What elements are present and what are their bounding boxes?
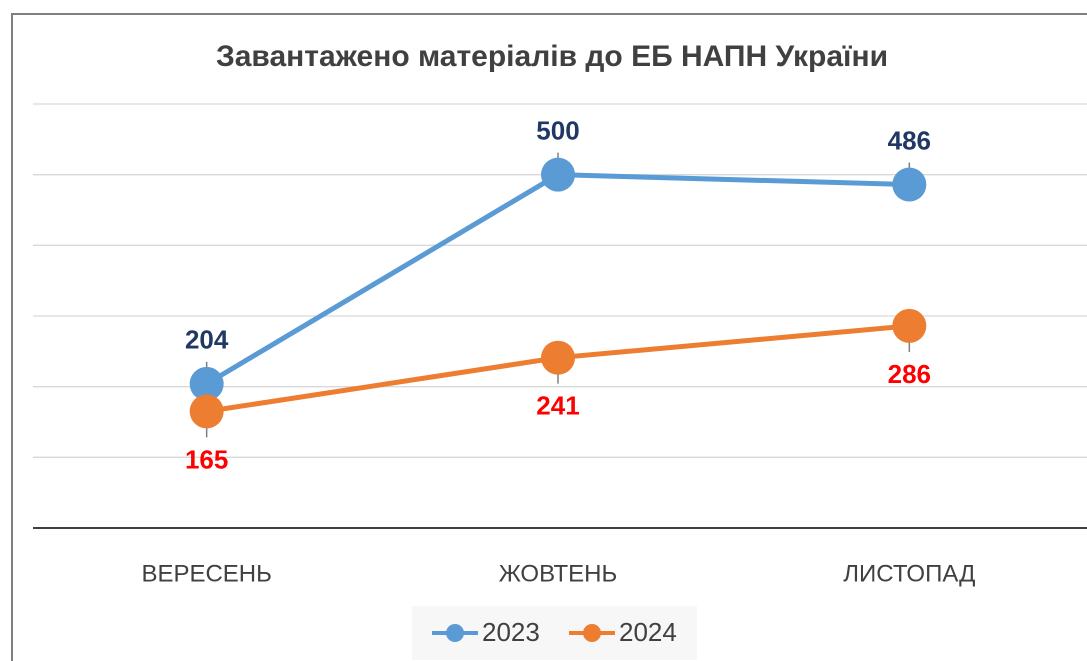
- marker: [189, 366, 224, 401]
- chart-title: Завантажено матеріалів до ЕБ НАПН Україн…: [216, 40, 888, 73]
- marker: [892, 167, 927, 202]
- legend-marker: [446, 624, 464, 642]
- x-tick-label: ЖОВТЕНЬ: [499, 560, 617, 587]
- data-label: 204: [185, 325, 229, 355]
- x-tick-label: ВЕРЕСЕНЬ: [141, 560, 271, 587]
- legend-marker: [583, 624, 601, 642]
- legend-label: 2023: [482, 617, 540, 647]
- legend-label: 2024: [619, 617, 677, 647]
- data-label: 500: [536, 116, 579, 146]
- marker: [189, 394, 224, 429]
- data-label: 241: [536, 391, 579, 421]
- data-label: 486: [888, 125, 931, 155]
- marker: [541, 340, 575, 375]
- x-tick-label: ЛИСТОПАД: [843, 560, 975, 587]
- data-label: 286: [888, 359, 931, 389]
- marker: [892, 308, 927, 343]
- marker: [541, 157, 575, 192]
- data-label: 165: [185, 444, 228, 474]
